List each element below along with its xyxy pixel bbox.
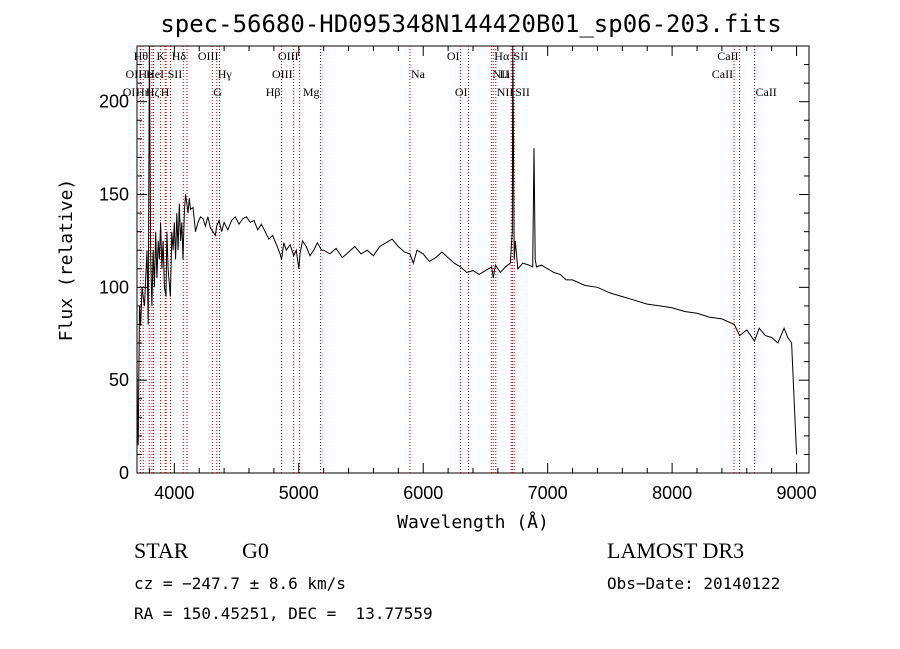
marker-label-21: NII <box>492 67 509 81</box>
y-tick-label-100: 100 <box>99 277 129 297</box>
marker-label-8: H <box>161 85 170 99</box>
observation-date: Obs−Date: 20140122 <box>607 574 781 593</box>
y-axis-label: Flux (relative) <box>56 179 77 342</box>
marker-label-12: Hγ <box>218 67 233 81</box>
marker-label-29: CaII <box>755 85 776 99</box>
object-subclass: G0 <box>242 538 269 563</box>
x-tick-label-8000: 8000 <box>652 483 692 503</box>
marker-label-2: Hθ <box>134 49 149 63</box>
spectrum-layer <box>136 45 798 455</box>
y-tick-label-200: 200 <box>99 92 129 112</box>
x-axis: 4000 5000 6000 7000 8000 9000 <box>148 46 817 503</box>
marker-label-19: OI <box>447 49 460 63</box>
marker-label-13: OIII <box>198 49 219 63</box>
marker-label-11: G <box>213 85 222 99</box>
y-axis: 0 50 100 150 200 <box>99 64 809 483</box>
marker-label-6: HeI <box>146 67 164 81</box>
x-tick-label-6000: 6000 <box>403 483 443 503</box>
marker-label-0: OII <box>123 85 140 99</box>
marker-label-16: OIII <box>278 49 299 63</box>
marker-label-22: Hα <box>494 49 510 63</box>
marker-label-20: OI <box>455 85 468 99</box>
marker-label-18: Na <box>411 67 426 81</box>
marker-label-27: CaII <box>712 67 733 81</box>
spectrum-line-0 <box>136 45 798 455</box>
marker-label-3: Hη <box>136 85 151 99</box>
plot-frame <box>136 45 810 474</box>
marker-label-23: NII <box>497 85 514 99</box>
x-tick-label-9000: 9000 <box>777 483 817 503</box>
redshift-cz: cz = −247.7 ± 8.6 km/s <box>134 574 346 593</box>
marker-label-28: CaII <box>717 49 738 63</box>
y-tick-label-150: 150 <box>99 185 129 205</box>
marker-label-9: SII <box>168 67 183 81</box>
x-tick-label-7000: 7000 <box>528 483 568 503</box>
marker-label-25: SII <box>513 49 528 63</box>
marker-label-17: Mg <box>303 85 320 99</box>
y-tick-label-0: 0 <box>119 463 129 483</box>
survey-name: LAMOST DR3 <box>607 538 745 563</box>
marker-label-10: Hδ <box>172 49 187 63</box>
marker-label-14: Hβ <box>266 85 281 99</box>
x-tick-label-5000: 5000 <box>279 483 319 503</box>
object-class: STAR <box>134 538 189 563</box>
marker-label-5: Hζ <box>146 85 160 99</box>
marker-label-1: OII <box>126 67 143 81</box>
coordinates: RA = 150.45251, DEC = 13.77559 <box>134 604 433 623</box>
marker-label-24: Li <box>500 67 511 81</box>
marker-label-26: SII <box>515 85 530 99</box>
x-tick-label-4000: 4000 <box>154 483 194 503</box>
marker-label-15: OIII <box>272 67 293 81</box>
chart-title: spec-56680-HD095348N144420B01_sp06-203.f… <box>160 10 781 38</box>
x-axis-label: Wavelength (Å) <box>397 511 549 533</box>
y-tick-label-50: 50 <box>109 370 129 390</box>
marker-label-7: K <box>156 49 165 63</box>
